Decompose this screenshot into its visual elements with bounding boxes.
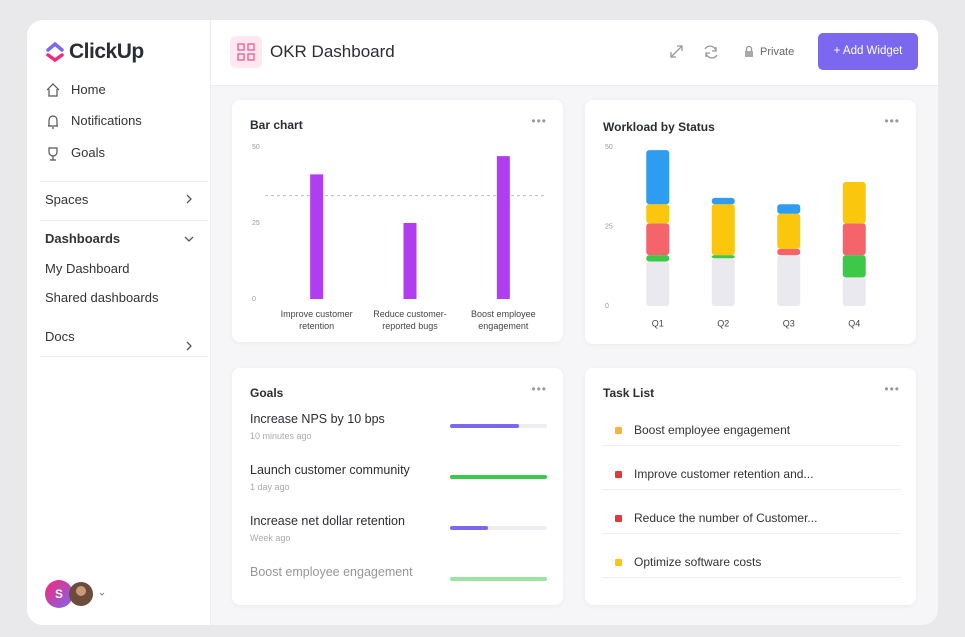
nav-icons: [46, 83, 60, 161]
separator: [40, 220, 208, 221]
bar: [403, 223, 417, 299]
goal-name: Boost employee engagement: [250, 565, 413, 579]
bar-segment: [842, 255, 866, 278]
bar-segment: [777, 204, 801, 214]
bar-segment: [711, 255, 735, 259]
progress-fill: [450, 424, 519, 428]
bar-segment: [842, 277, 866, 306]
avatars: [45, 580, 105, 608]
bar-segment: [777, 255, 801, 306]
goal-time: 10 minutes ago: [250, 431, 312, 441]
separator: [40, 356, 208, 357]
status-dot: [615, 427, 622, 434]
nav-item[interactable]: Notifications: [71, 113, 142, 128]
progress-fill: [450, 475, 547, 479]
x-tick-label: Q2: [717, 318, 729, 328]
bar-chart: 0 25 50: [252, 144, 545, 303]
dashboard-icon: [230, 36, 262, 68]
spaces[interactable]: Spaces: [45, 192, 89, 207]
y-tick-label: 0: [252, 296, 256, 303]
status-dot: [615, 515, 622, 522]
goal-time: 1 day ago: [250, 482, 290, 492]
x-tick-label: Q1: [652, 318, 664, 328]
x-tick-label: Improve customer retention: [280, 309, 353, 331]
brand: ClickUp: [69, 40, 144, 63]
progress-fill: [450, 526, 488, 530]
goal-time: Week ago: [250, 533, 291, 543]
menu[interactable]: •••: [884, 114, 900, 128]
bar-segment: [646, 255, 670, 262]
x-tick-label: Q3: [783, 318, 795, 328]
menu[interactable]: •••: [884, 382, 900, 396]
status-dot: [615, 471, 622, 478]
y-tick-label: 25: [605, 223, 613, 230]
bar: [496, 156, 510, 299]
widget-title: Goals: [250, 386, 284, 400]
privacy[interactable]: Private: [760, 46, 795, 58]
docs[interactable]: Docs: [45, 329, 75, 344]
stacked-chart: 0 25 50 Q1 Q2 Q3 Q4: [605, 144, 866, 328]
bar-segment: [646, 150, 670, 205]
goal-name: Increase NPS by 10 bps: [250, 412, 385, 426]
progress-track: [450, 577, 547, 581]
task-row: [602, 453, 901, 490]
bar-segment: [711, 204, 735, 256]
y-tick-label: 0: [605, 303, 609, 310]
widget-title: Workload by Status: [603, 120, 715, 134]
bar-segment: [842, 223, 866, 256]
x-tick-label: Boost employee engagement: [471, 309, 536, 331]
page-title: OKR Dashboard: [270, 42, 395, 61]
nav-item[interactable]: Home: [71, 82, 106, 97]
bar-widget: Bar chart ••• 0 25 50 Improve customer ret…: [232, 100, 563, 342]
task-name: Improve customer retention and...: [634, 467, 814, 481]
y-tick-label: 25: [252, 220, 260, 227]
task-row: [602, 409, 901, 446]
tasks-widget: Task List ••• Boost employee engagement I…: [585, 368, 916, 605]
x-tick-label: Q4: [848, 318, 860, 328]
bar-segment: [646, 204, 670, 224]
header: [211, 20, 938, 86]
goal-name: Increase net dollar retention: [250, 514, 405, 528]
task-row: [602, 497, 901, 534]
bar-segment: [646, 261, 670, 306]
progress-fill: [450, 577, 547, 581]
add-widget-button[interactable]: + Add Widget: [818, 33, 918, 70]
avatar-letter[interactable]: S: [54, 587, 63, 601]
progress-track: [450, 424, 547, 428]
bar-segment: [777, 248, 801, 256]
y-tick-label: 50: [605, 144, 613, 151]
header-icons: [670, 45, 753, 59]
bar-segment: [777, 213, 801, 249]
menu[interactable]: •••: [531, 382, 547, 396]
task-row: [602, 541, 901, 578]
progress-track: [450, 526, 547, 530]
y-tick-label: 50: [252, 144, 260, 151]
nav-item[interactable]: Goals: [71, 145, 105, 160]
bar-segment: [711, 258, 735, 306]
goals-widget: Goals ••• Increase NPS by 10 bps 10 minut…: [232, 368, 563, 605]
workload-widget: Workload by Status ••• 0 25 50 Q1 Q2 Q3 Q4: [585, 100, 916, 344]
menu[interactable]: •••: [531, 114, 547, 128]
status-dot: [615, 559, 622, 566]
widget-title: Task List: [603, 386, 655, 400]
nav-item[interactable]: My Dashboard: [45, 261, 130, 276]
chevrons: [184, 194, 194, 351]
bar: [310, 174, 324, 299]
nav-item[interactable]: Shared dashboards: [45, 290, 159, 305]
widget-title: Bar chart: [250, 118, 303, 132]
x-tick-label: Reduce customer-reported bugs: [373, 309, 447, 331]
sidebar: [27, 20, 211, 625]
progress-track: [450, 475, 547, 479]
bar-segment: [711, 197, 735, 205]
separator: [40, 181, 208, 182]
task-name: Boost employee engagement: [634, 423, 791, 437]
task-name: Optimize software costs: [634, 555, 762, 569]
task-name: Reduce the number of Customer...: [634, 511, 818, 525]
bar-segment: [842, 181, 866, 224]
bar-segment: [646, 223, 670, 256]
logo-icon: [46, 41, 64, 62]
dashboards[interactable]: Dashboards: [45, 231, 121, 246]
goal-name: Launch customer community: [250, 463, 410, 477]
